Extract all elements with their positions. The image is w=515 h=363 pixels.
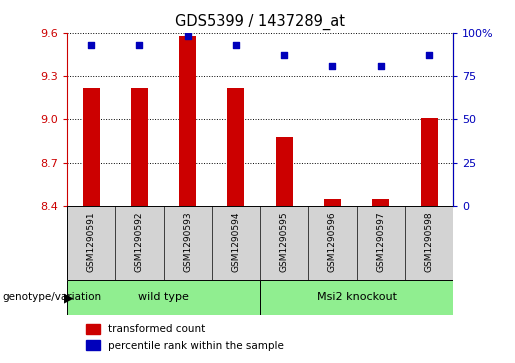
Bar [276,136,293,206]
Text: percentile rank within the sample: percentile rank within the sample [108,340,283,351]
Bar [372,199,389,206]
Point [87,42,95,48]
Text: GSM1290598: GSM1290598 [424,212,434,273]
Bar [324,199,341,206]
Text: GSM1290591: GSM1290591 [87,212,96,273]
Text: genotype/variation: genotype/variation [3,293,101,302]
Text: GSM1290594: GSM1290594 [231,212,241,272]
Text: GSM1290592: GSM1290592 [135,212,144,272]
Point [280,52,288,58]
Point [329,63,337,69]
Bar [131,87,148,206]
Text: transformed count: transformed count [108,324,205,334]
Bar [260,280,453,315]
Text: GSM1290596: GSM1290596 [328,212,337,273]
Point [425,52,433,58]
Bar [82,87,99,206]
Bar [87,324,100,334]
Point [232,42,240,48]
Text: GSM1290595: GSM1290595 [280,212,289,273]
Bar [228,87,245,206]
Bar [67,280,260,315]
Text: ▶: ▶ [64,291,74,304]
Point [183,33,192,39]
Title: GDS5399 / 1437289_at: GDS5399 / 1437289_at [175,14,345,30]
Text: wild type: wild type [138,293,189,302]
Point [135,42,144,48]
Point [376,63,385,69]
Bar [87,340,100,350]
Bar [421,118,438,206]
Bar [179,36,196,206]
Text: GSM1290593: GSM1290593 [183,212,192,273]
Text: GSM1290597: GSM1290597 [376,212,385,273]
Text: Msi2 knockout: Msi2 knockout [317,293,397,302]
